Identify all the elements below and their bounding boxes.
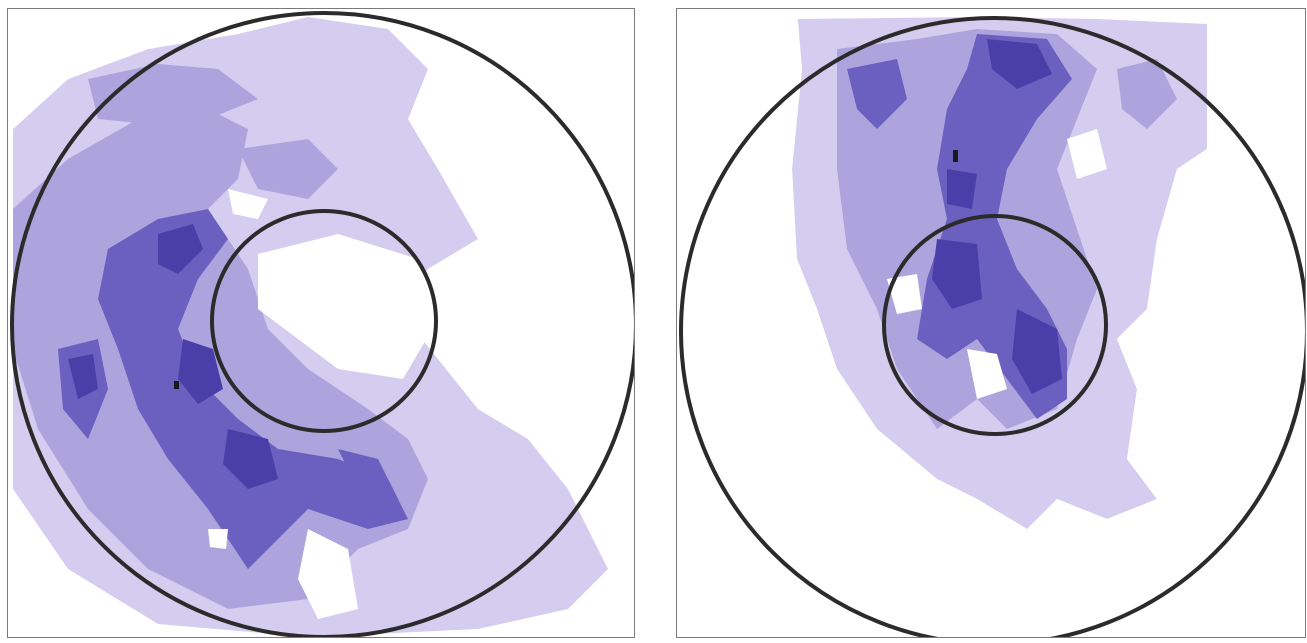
right-dark-echo-spots [932, 39, 1062, 394]
right-inner-ring [882, 214, 1108, 436]
left-radar-svg [8, 9, 634, 637]
left-inner-clear [258, 234, 438, 379]
left-outer-ring [10, 11, 634, 637]
left-radar-site-marker [174, 381, 179, 389]
left-dark-echo-spots [68, 224, 278, 489]
right-radar-panel [676, 8, 1306, 638]
left-radar-panel [7, 8, 635, 638]
left-inner-ring [210, 209, 438, 433]
right-radar-svg [677, 9, 1305, 637]
right-outer-ring [679, 16, 1305, 637]
left-clear-areas [8, 9, 634, 637]
right-clear-areas [677, 9, 1305, 637]
right-radar-site-marker [953, 150, 958, 162]
